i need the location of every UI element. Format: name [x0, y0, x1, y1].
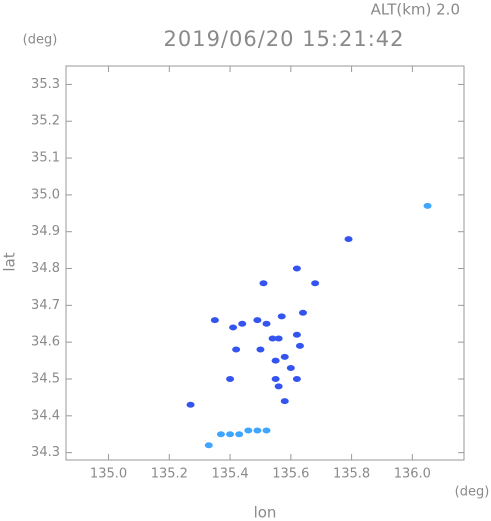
x-tick-label: 135.6	[272, 467, 309, 482]
y-tick-label: 34.4	[31, 408, 60, 423]
x-tick-label: 135.8	[333, 467, 370, 482]
echo-point	[292, 265, 301, 272]
echo-point	[253, 427, 262, 434]
echo-point	[423, 202, 432, 209]
echo-point	[280, 398, 289, 405]
y-tick-label: 34.8	[31, 261, 60, 276]
echo-point	[274, 335, 283, 342]
y-tick-label: 35.2	[31, 114, 60, 129]
echo-point	[292, 375, 301, 382]
echo-point	[262, 320, 271, 327]
plot-frame	[65, 65, 465, 461]
x-tick-label: 136.0	[394, 467, 431, 482]
x-tick-label: 135.4	[211, 467, 248, 482]
echo-point	[186, 401, 195, 408]
echo-point	[229, 324, 238, 331]
echo-point	[311, 280, 320, 287]
echo-point	[292, 331, 301, 338]
y-tick-label: 34.3	[31, 445, 60, 460]
echo-point	[295, 342, 304, 349]
echo-point	[286, 364, 295, 371]
y-tick-label: 34.9	[31, 224, 60, 239]
y-unit: (deg)	[23, 33, 58, 48]
altitude-label: ALT(km) 2.0	[371, 1, 460, 19]
echo-point	[204, 442, 213, 449]
y-tick-label: 34.6	[31, 335, 60, 350]
y-tick-label: 35.0	[31, 187, 60, 202]
chart-title: 2019/06/20 15:21:42	[163, 27, 404, 51]
x-tick-label: 135.2	[151, 467, 188, 482]
y-axis-label: lat	[1, 252, 19, 271]
echo-point	[253, 317, 262, 324]
x-unit: (deg)	[455, 485, 490, 500]
echo-point	[268, 335, 277, 342]
echo-point	[235, 431, 244, 438]
echo-point	[210, 317, 219, 324]
y-tick-label: 35.1	[31, 151, 60, 166]
y-tick-label: 35.3	[31, 77, 60, 92]
echo-point	[226, 431, 235, 438]
echo-point	[232, 346, 241, 353]
echo-point	[277, 313, 286, 320]
y-tick-label: 34.5	[31, 371, 60, 386]
echo-point	[216, 431, 225, 438]
echo-point	[226, 375, 235, 382]
echo-point	[256, 346, 265, 353]
echo-point	[344, 236, 353, 243]
echo-point	[262, 427, 271, 434]
echo-point	[259, 280, 268, 287]
x-tick-label: 135.0	[90, 467, 127, 482]
x-axis-label: lon	[254, 504, 277, 521]
echo-point	[244, 427, 253, 434]
y-tick-label: 34.7	[31, 298, 60, 313]
echo-point	[271, 375, 280, 382]
echo-point	[238, 320, 247, 327]
echo-point	[298, 309, 307, 316]
echo-point	[280, 353, 289, 360]
echo-point	[271, 357, 280, 364]
echo-point	[274, 383, 283, 390]
